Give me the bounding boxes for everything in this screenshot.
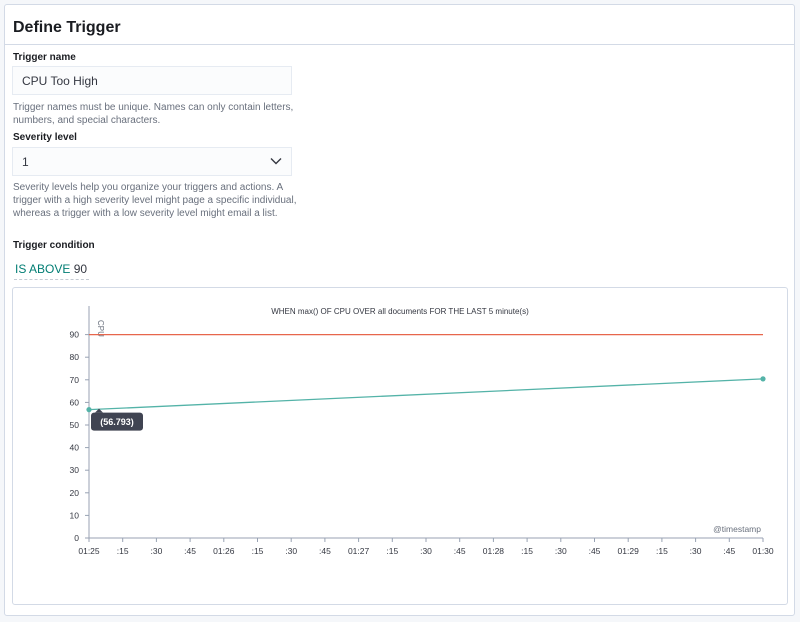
severity-level-value: 1 — [22, 155, 29, 169]
x-tick-label: :30 — [555, 546, 567, 556]
trigger-name-input[interactable]: CPU Too High — [12, 66, 292, 95]
tooltip-label: (56.793) — [100, 417, 134, 427]
x-tick-label: :45 — [723, 546, 735, 556]
severity-level-help: Severity levels help you organize your t… — [13, 182, 297, 219]
tooltip-box — [91, 412, 143, 431]
x-tick-label: 01:29 — [618, 546, 640, 556]
trigger-name-value: CPU Too High — [22, 74, 98, 88]
y-tick-label: 70 — [70, 375, 80, 385]
x-axis-title: @timestamp — [713, 524, 761, 534]
chevron-down-icon — [270, 158, 282, 165]
series-line — [88, 378, 764, 411]
tooltip-arrow — [95, 408, 103, 413]
panel-header: Define Trigger — [5, 5, 794, 45]
x-tick-label: :15 — [656, 546, 668, 556]
x-tick-label: 01:25 — [78, 546, 100, 556]
x-tick-label: :30 — [420, 546, 432, 556]
severity-level-select[interactable]: 1 — [12, 147, 292, 176]
y-axis-title: CPU — [96, 320, 105, 337]
x-tick-label: :15 — [521, 546, 533, 556]
x-tick-label: :45 — [319, 546, 331, 556]
y-tick-label: 20 — [70, 488, 80, 498]
y-tick-label: 40 — [70, 443, 80, 453]
data-point — [86, 407, 92, 413]
y-tick-label: 80 — [70, 352, 80, 362]
panel-title: Define Trigger — [13, 19, 121, 36]
x-tick-label: :15 — [386, 546, 398, 556]
trigger-name-help: Trigger names must be unique. Names can … — [13, 102, 294, 126]
x-tick-label: :45 — [184, 546, 196, 556]
x-tick-label: :30 — [150, 546, 162, 556]
x-tick-label: 01:30 — [752, 546, 774, 556]
trigger-name-label: Trigger name — [13, 52, 76, 63]
severity-level-label: Severity level — [13, 132, 77, 143]
trigger-condition-label: Trigger condition — [13, 240, 95, 251]
condition-operator: IS ABOVE — [15, 262, 71, 276]
x-tick-label: :30 — [690, 546, 702, 556]
y-tick-label: 50 — [70, 420, 80, 430]
define-trigger-panel: Define Trigger Trigger name CPU Too High… — [4, 4, 795, 616]
condition-threshold: 90 — [73, 262, 88, 276]
x-tick-label: :15 — [117, 546, 129, 556]
y-tick-label: 10 — [70, 510, 80, 520]
y-tick-label: 0 — [74, 533, 79, 543]
x-tick-label: :45 — [454, 546, 466, 556]
chart-title: WHEN max() OF CPU OVER all documents FOR… — [271, 307, 529, 316]
trigger-condition-expression[interactable]: IS ABOVE 90 — [14, 260, 90, 280]
y-tick-label: 30 — [70, 465, 80, 475]
y-tick-label: 60 — [70, 397, 80, 407]
x-tick-label: 01:28 — [483, 546, 505, 556]
x-tick-label: 01:27 — [348, 546, 370, 556]
y-tick-label: 90 — [70, 330, 80, 340]
x-tick-label: :30 — [285, 546, 297, 556]
x-tick-label: :45 — [589, 546, 601, 556]
trigger-chart: WHEN max() OF CPU OVER all documents FOR… — [12, 287, 788, 605]
data-point — [760, 376, 766, 382]
trigger-chart-svg: WHEN max() OF CPU OVER all documents FOR… — [70, 306, 774, 556]
x-tick-label: 01:26 — [213, 546, 235, 556]
x-tick-label: :15 — [252, 546, 264, 556]
